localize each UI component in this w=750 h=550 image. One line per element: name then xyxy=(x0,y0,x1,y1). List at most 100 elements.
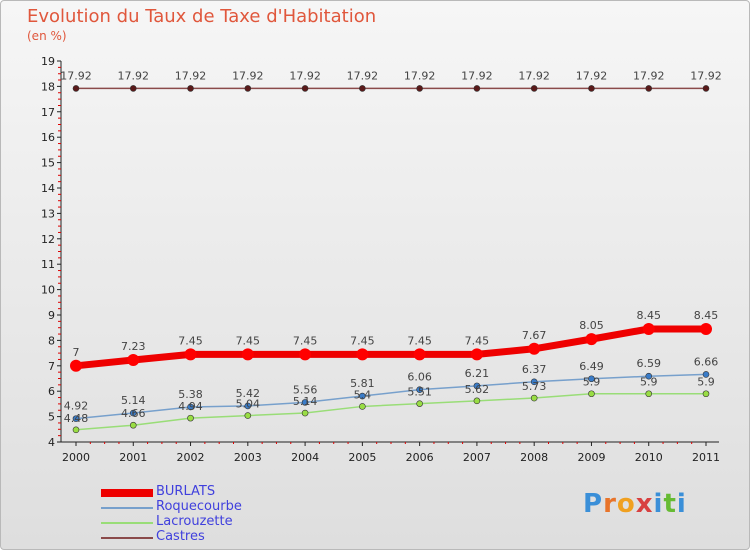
data-point-lacrouzette xyxy=(187,414,194,422)
data-label-castres: 17.92 xyxy=(118,69,150,82)
data-point-burlats xyxy=(470,348,483,361)
data-point-burlats xyxy=(528,342,541,355)
data-point-burlats xyxy=(70,359,82,372)
data-label-roquecourbe: 5.81 xyxy=(350,377,375,390)
logo-letter: P xyxy=(583,489,604,519)
x-tick-label: 2009 xyxy=(577,451,605,464)
data-point-burlats xyxy=(184,348,197,361)
data-point-burlats xyxy=(127,353,140,366)
x-tick-label: 2003 xyxy=(234,451,262,464)
data-label-castres: 17.92 xyxy=(633,69,665,82)
data-label-lacrouzette: 4.66 xyxy=(121,407,146,420)
data-label-burlats: 7.45 xyxy=(236,334,261,347)
legend-swatch xyxy=(101,507,153,509)
data-point-burlats xyxy=(413,348,426,361)
data-point-castres xyxy=(588,85,595,92)
data-point-burlats xyxy=(299,348,312,361)
data-label-roquecourbe: 6.37 xyxy=(522,363,547,376)
data-label-burlats: 7.45 xyxy=(465,334,490,347)
legend-label: BURLATS xyxy=(156,484,216,499)
data-label-castres: 17.92 xyxy=(289,69,321,82)
data-label-lacrouzette: 5.4 xyxy=(354,388,372,401)
data-label-burlats: 8.45 xyxy=(636,309,661,322)
data-point-lacrouzette xyxy=(129,421,137,429)
y-tick-label: 11 xyxy=(41,258,55,271)
y-tick-label: 9 xyxy=(48,309,55,322)
data-point-castres xyxy=(473,85,481,92)
x-tick-label: 2006 xyxy=(406,451,434,464)
data-label-roquecourbe: 6.59 xyxy=(636,357,661,370)
data-label-burlats: 7.45 xyxy=(293,334,318,347)
data-point-roquecourbe xyxy=(530,378,538,386)
data-point-roquecourbe xyxy=(702,371,710,378)
y-tick-label: 17 xyxy=(41,106,55,119)
y-tick-label: 8 xyxy=(48,334,55,347)
y-tick-label: 4 xyxy=(48,436,55,449)
data-label-roquecourbe: 5.14 xyxy=(121,394,146,407)
data-point-roquecourbe xyxy=(129,409,137,417)
data-label-roquecourbe: 6.06 xyxy=(407,371,432,384)
data-point-castres xyxy=(187,85,194,92)
x-tick-label: 2007 xyxy=(463,451,491,464)
data-point-castres xyxy=(416,85,423,92)
data-label-castres: 17.92 xyxy=(404,69,436,82)
x-tick-label: 2001 xyxy=(119,451,147,464)
data-point-burlats xyxy=(356,348,369,361)
data-point-lacrouzette xyxy=(530,394,538,402)
data-label-roquecourbe: 6.49 xyxy=(579,360,604,373)
chart-subtitle: (en %) xyxy=(27,29,67,43)
y-tick-label: 7 xyxy=(48,360,55,373)
series-line-lacrouzette xyxy=(75,392,707,431)
y-tick-label: 19 xyxy=(41,55,55,68)
data-point-lacrouzette xyxy=(588,390,595,398)
data-label-roquecourbe: 6.66 xyxy=(694,355,719,368)
data-label-lacrouzette: 5.04 xyxy=(236,398,261,411)
x-tick-label: 2010 xyxy=(635,451,663,464)
data-point-castres xyxy=(72,85,80,92)
legend-swatch xyxy=(101,489,153,497)
series-line-roquecourbe xyxy=(75,373,707,420)
data-point-lacrouzette xyxy=(72,426,80,434)
data-label-castres: 17.92 xyxy=(690,69,722,82)
data-label-burlats: 7.67 xyxy=(522,329,547,342)
data-point-lacrouzette xyxy=(645,390,653,398)
data-point-roquecourbe xyxy=(187,403,194,411)
data-point-roquecourbe xyxy=(473,382,481,390)
series-line-burlats xyxy=(72,325,710,370)
y-tick-label: 6 xyxy=(48,385,55,398)
data-point-castres xyxy=(359,85,366,92)
data-point-castres xyxy=(702,85,710,92)
data-label-lacrouzette: 5.9 xyxy=(583,376,601,389)
data-label-lacrouzette: 4.48 xyxy=(64,412,89,425)
logo-letter: o xyxy=(616,489,636,519)
data-label-lacrouzette: 5.51 xyxy=(407,386,432,399)
y-tick-label: 15 xyxy=(41,157,55,170)
data-point-burlats xyxy=(642,322,655,335)
data-point-roquecourbe xyxy=(416,386,423,393)
data-point-lacrouzette xyxy=(301,409,309,417)
data-label-burlats: 7.45 xyxy=(407,334,432,347)
data-point-castres xyxy=(244,85,252,92)
logo-letter: i xyxy=(676,489,687,519)
data-point-burlats xyxy=(585,333,598,346)
proxiti-logo: Proxiti xyxy=(583,489,687,519)
data-label-castres: 17.92 xyxy=(175,69,207,82)
x-tick-label: 2008 xyxy=(520,451,548,464)
data-point-roquecourbe xyxy=(588,375,595,383)
data-point-roquecourbe xyxy=(359,392,366,400)
logo-letter: i xyxy=(653,489,664,519)
legend-label: Roquecourbe xyxy=(156,499,242,514)
data-point-lacrouzette xyxy=(359,403,366,410)
data-point-burlats xyxy=(700,322,712,335)
data-label-burlats: 7.45 xyxy=(178,334,203,347)
data-label-burlats: 8.05 xyxy=(579,319,604,332)
data-label-roquecourbe: 6.21 xyxy=(465,367,490,380)
axes: 4 5 6 7 8 9 10 11 12 13 14 15 16 17 18 19 2000 2001 2002 20… xyxy=(41,55,720,464)
x-tick-label: 2002 xyxy=(177,451,205,464)
series-points xyxy=(70,85,712,434)
data-point-roquecourbe xyxy=(72,415,80,422)
legend-label: Lacrouzette xyxy=(156,514,233,529)
data-label-castres: 17.92 xyxy=(347,69,379,82)
